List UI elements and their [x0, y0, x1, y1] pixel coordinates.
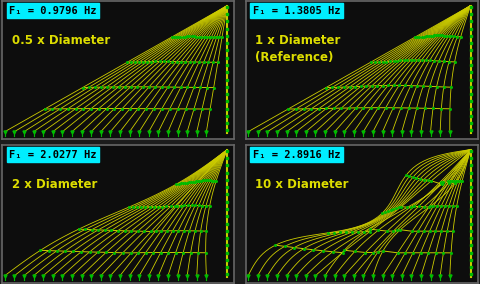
Text: F₁ = 2.8916 Hz: F₁ = 2.8916 Hz [253, 150, 340, 160]
Text: 10 x Diameter: 10 x Diameter [255, 178, 348, 191]
Text: 2 x Diameter: 2 x Diameter [12, 178, 97, 191]
Text: 0.5 x Diameter: 0.5 x Diameter [12, 34, 110, 47]
Text: (Reference): (Reference) [255, 51, 334, 64]
Text: F₁ = 0.9796 Hz: F₁ = 0.9796 Hz [9, 5, 97, 16]
Text: 1 x Diameter: 1 x Diameter [255, 34, 340, 47]
Text: F₁ = 1.3805 Hz: F₁ = 1.3805 Hz [253, 5, 340, 16]
Text: F₁ = 2.0277 Hz: F₁ = 2.0277 Hz [9, 150, 97, 160]
